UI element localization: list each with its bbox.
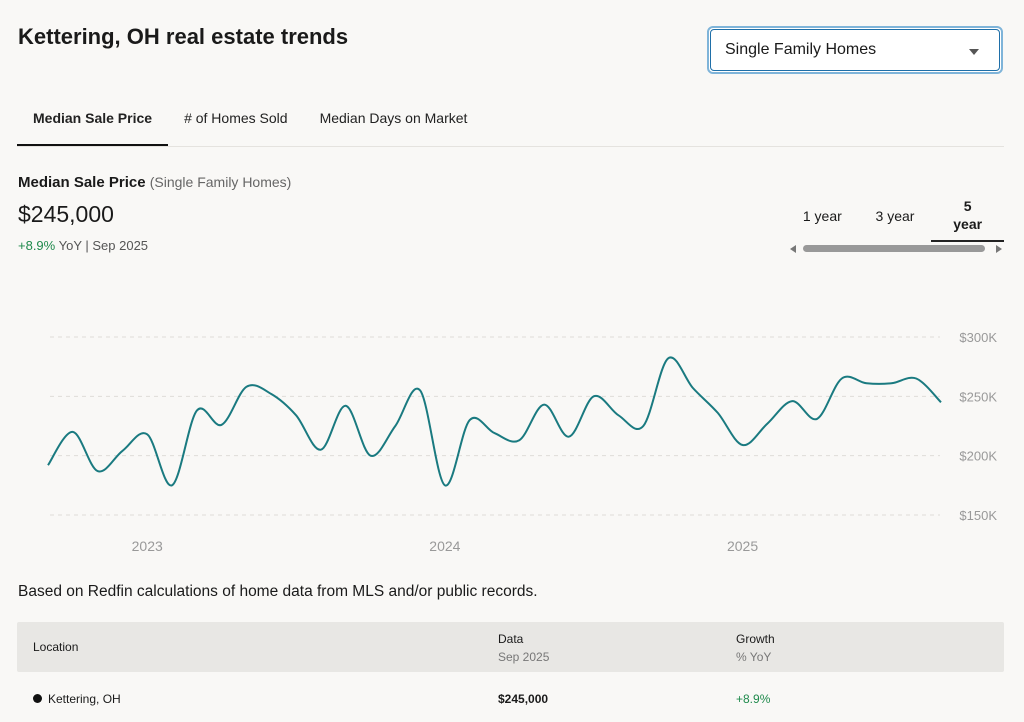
- tab-median-days-on-market[interactable]: Median Days on Market: [319, 110, 468, 126]
- data-point[interactable]: [70, 429, 76, 435]
- data-point[interactable]: [367, 453, 373, 459]
- page-title: Kettering, OH real estate trends: [18, 24, 349, 49]
- metric-change-line: +8.9% YoY | Sep 2025: [18, 238, 148, 253]
- table-row: Kettering, OH $245,000 +8.9%: [17, 672, 1004, 722]
- scroll-right-icon[interactable]: [996, 245, 1002, 253]
- data-point[interactable]: [839, 376, 845, 382]
- data-point[interactable]: [640, 423, 646, 429]
- range-5-year-label: 5 year: [953, 198, 983, 232]
- range-1-year[interactable]: 1 year: [802, 208, 842, 224]
- data-point[interactable]: [119, 448, 125, 454]
- metric-subtitle: (Single Family Homes): [149, 174, 292, 190]
- data-point[interactable]: [789, 398, 795, 404]
- metric-change: +8.9%: [18, 238, 56, 253]
- comparison-table: Location Data Sep 2025 Growth % YoY Kett…: [17, 622, 1004, 722]
- row-data: $245,000: [498, 692, 549, 706]
- range-3-year[interactable]: 3 year: [875, 208, 915, 224]
- data-point[interactable]: [392, 423, 398, 429]
- range-scrollbar[interactable]: [790, 243, 1002, 255]
- data-point[interactable]: [467, 417, 473, 423]
- data-point[interactable]: [938, 399, 944, 405]
- chevron-down-icon: [969, 49, 979, 55]
- header-data: Data Sep 2025: [498, 632, 549, 664]
- data-point[interactable]: [45, 462, 51, 468]
- data-point[interactable]: [665, 355, 671, 361]
- row-location-label: Kettering, OH: [48, 692, 121, 706]
- y-tick-label: $250K: [959, 389, 997, 404]
- metric-tabs: Median Sale Price # of Homes Sold Median…: [17, 100, 1004, 147]
- data-point[interactable]: [715, 410, 721, 416]
- data-point[interactable]: [492, 430, 498, 436]
- y-tick-label: $150K: [959, 508, 997, 523]
- data-point[interactable]: [541, 402, 547, 408]
- data-point[interactable]: [516, 437, 522, 443]
- data-point[interactable]: [764, 421, 770, 427]
- data-point[interactable]: [591, 393, 597, 399]
- y-tick-label: $300K: [959, 330, 997, 345]
- data-point[interactable]: [442, 482, 448, 488]
- data-point[interactable]: [343, 403, 349, 409]
- header-growth: Growth % YoY: [736, 632, 775, 664]
- metric-title: Median Sale Price: [18, 174, 146, 191]
- metric-heading: Median Sale Price (Single Family Homes): [18, 174, 291, 191]
- data-point[interactable]: [194, 408, 200, 414]
- header-growth-label: Growth: [736, 632, 775, 646]
- median-sale-price-chart: $150K $200K $250K $300K 2023 2024 2025: [45, 330, 997, 554]
- table-header: Location Data Sep 2025 Growth % YoY: [17, 622, 1004, 672]
- data-point[interactable]: [864, 380, 870, 386]
- property-type-select[interactable]: Single Family Homes: [707, 26, 1003, 74]
- tab-median-sale-price[interactable]: Median Sale Price: [17, 100, 169, 146]
- x-tick-label: 2023: [132, 538, 163, 554]
- metric-value: $245,000: [18, 201, 114, 227]
- data-point[interactable]: [219, 422, 225, 428]
- data-point[interactable]: [95, 468, 101, 474]
- data-point[interactable]: [888, 380, 894, 386]
- header-data-sub: Sep 2025: [498, 650, 550, 664]
- data-point[interactable]: [417, 387, 423, 393]
- data-source-note: Based on Redfin calculations of home dat…: [18, 583, 538, 600]
- data-point[interactable]: [318, 447, 324, 453]
- time-range-tabs: 1 year 3 year 5 year: [786, 190, 1005, 242]
- header-growth-sub: % YoY: [736, 650, 772, 664]
- scroll-left-icon[interactable]: [790, 245, 796, 253]
- data-point[interactable]: [616, 412, 622, 418]
- x-tick-label: 2025: [727, 538, 758, 554]
- row-growth: +8.9%: [736, 692, 771, 706]
- data-point[interactable]: [169, 482, 175, 488]
- median-price-line: [47, 356, 942, 487]
- tab-homes-sold[interactable]: # of Homes Sold: [184, 110, 288, 126]
- data-point[interactable]: [566, 434, 572, 440]
- data-point[interactable]: [268, 391, 274, 397]
- data-point[interactable]: [690, 385, 696, 391]
- data-point[interactable]: [293, 412, 299, 418]
- data-point[interactable]: [913, 376, 919, 382]
- header-location: Location: [33, 640, 79, 654]
- data-point[interactable]: [144, 431, 150, 437]
- scrollbar-thumb[interactable]: [803, 245, 985, 252]
- header-data-label: Data: [498, 632, 524, 646]
- data-point[interactable]: [814, 416, 820, 422]
- range-5-year[interactable]: 5 year: [931, 190, 1005, 242]
- series-dot-icon: [33, 694, 42, 703]
- y-tick-label: $200K: [959, 449, 997, 464]
- x-tick-label: 2024: [429, 538, 460, 554]
- data-point[interactable]: [740, 442, 746, 448]
- property-type-value: Single Family Homes: [725, 41, 877, 58]
- data-point[interactable]: [243, 384, 249, 390]
- row-location: Kettering, OH: [33, 692, 121, 706]
- metric-change-suffix: YoY | Sep 2025: [58, 238, 149, 253]
